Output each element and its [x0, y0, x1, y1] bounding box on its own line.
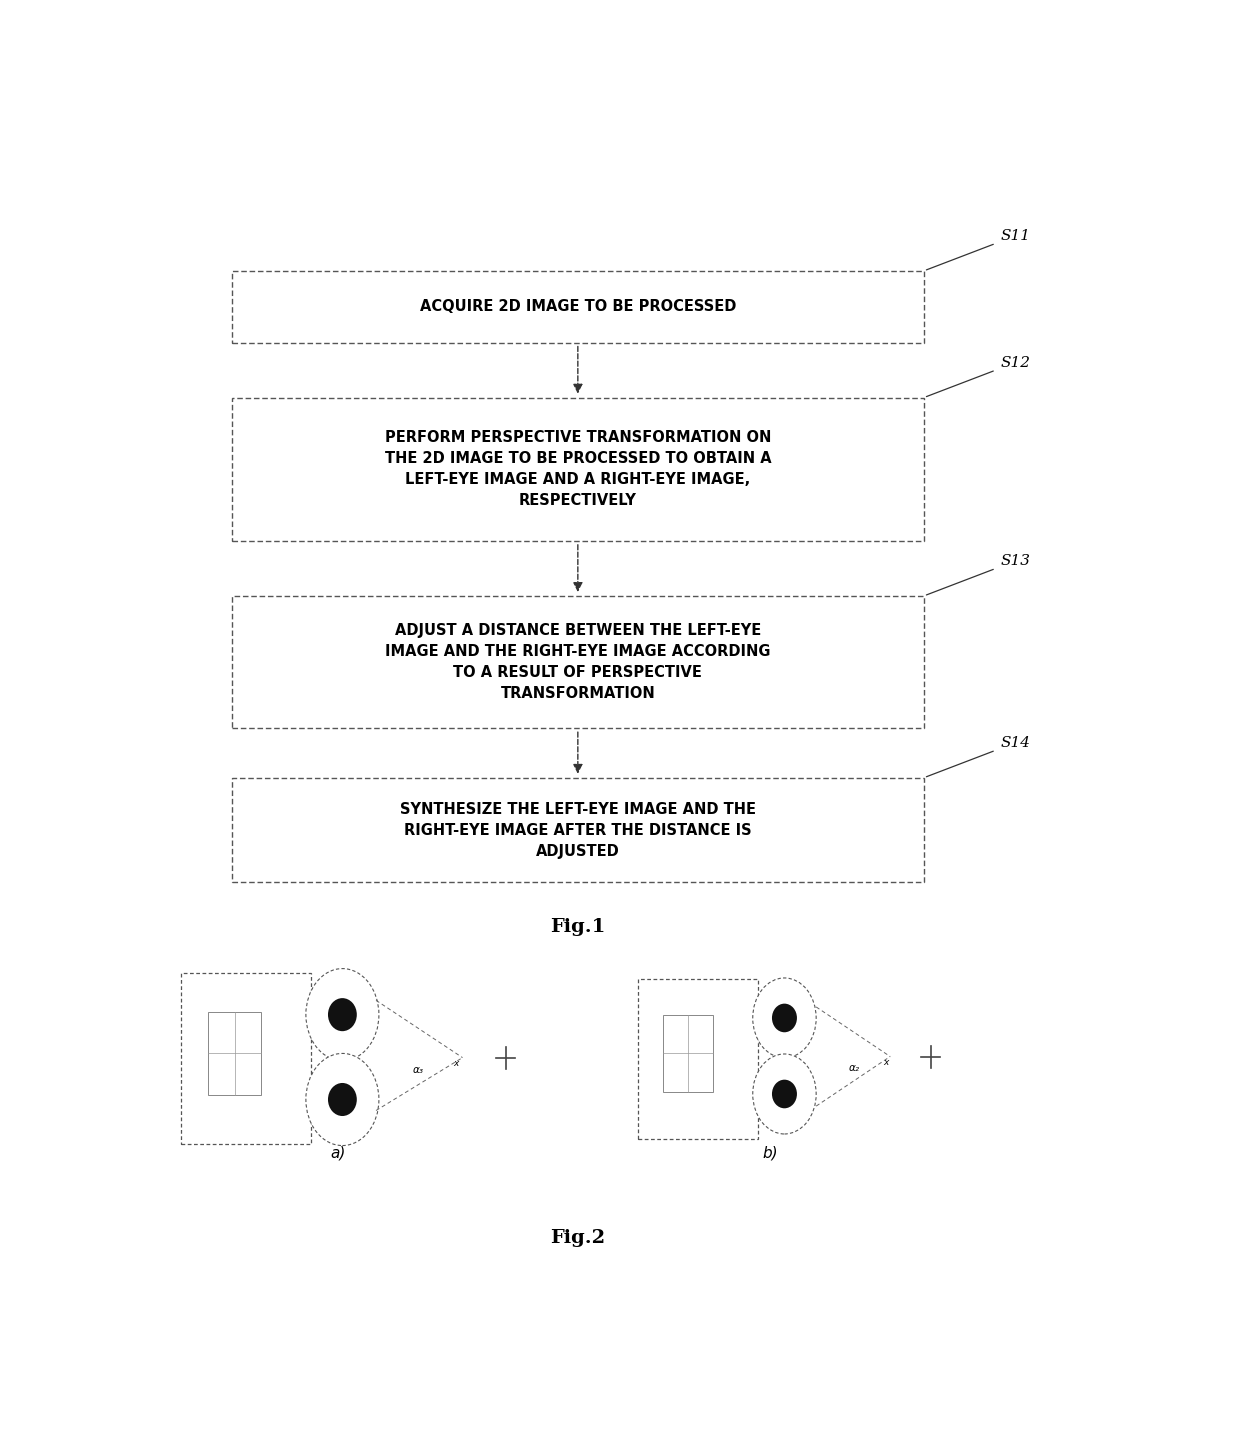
Bar: [232, 595, 924, 728]
Ellipse shape: [306, 1053, 379, 1146]
Text: S11: S11: [1001, 229, 1030, 243]
Ellipse shape: [306, 969, 379, 1060]
Text: ACQUIRE 2D IMAGE TO BE PROCESSED: ACQUIRE 2D IMAGE TO BE PROCESSED: [419, 299, 737, 315]
Bar: [663, 1015, 713, 1092]
Text: S12: S12: [1001, 356, 1030, 371]
Text: Fig.2: Fig.2: [551, 1229, 605, 1248]
Circle shape: [327, 999, 357, 1032]
Circle shape: [773, 1003, 797, 1032]
Text: α₂: α₂: [849, 1063, 859, 1073]
Ellipse shape: [753, 1055, 816, 1133]
Ellipse shape: [753, 977, 816, 1058]
Text: b): b): [763, 1146, 777, 1161]
Bar: [208, 1012, 262, 1095]
Text: α₃: α₃: [413, 1065, 424, 1075]
Text: ADJUST A DISTANCE BETWEEN THE LEFT-EYE
IMAGE AND THE RIGHT-EYE IMAGE ACCORDING
T: ADJUST A DISTANCE BETWEEN THE LEFT-EYE I…: [386, 622, 770, 701]
Text: a): a): [330, 1146, 345, 1161]
Circle shape: [773, 1079, 797, 1109]
Bar: [637, 979, 758, 1139]
Text: S13: S13: [1001, 554, 1030, 568]
Text: Fig.1: Fig.1: [551, 917, 605, 936]
Bar: [232, 398, 924, 541]
Circle shape: [327, 1083, 357, 1116]
Bar: [232, 778, 924, 883]
Text: x: x: [883, 1059, 889, 1068]
Text: PERFORM PERSPECTIVE TRANSFORMATION ON
THE 2D IMAGE TO BE PROCESSED TO OBTAIN A
L: PERFORM PERSPECTIVE TRANSFORMATION ON TH…: [384, 431, 771, 508]
Text: S14: S14: [1001, 736, 1030, 750]
Bar: [181, 973, 311, 1145]
Text: x: x: [453, 1059, 459, 1069]
Bar: [232, 270, 924, 342]
Text: SYNTHESIZE THE LEFT-EYE IMAGE AND THE
RIGHT-EYE IMAGE AFTER THE DISTANCE IS
ADJU: SYNTHESIZE THE LEFT-EYE IMAGE AND THE RI…: [399, 801, 756, 859]
